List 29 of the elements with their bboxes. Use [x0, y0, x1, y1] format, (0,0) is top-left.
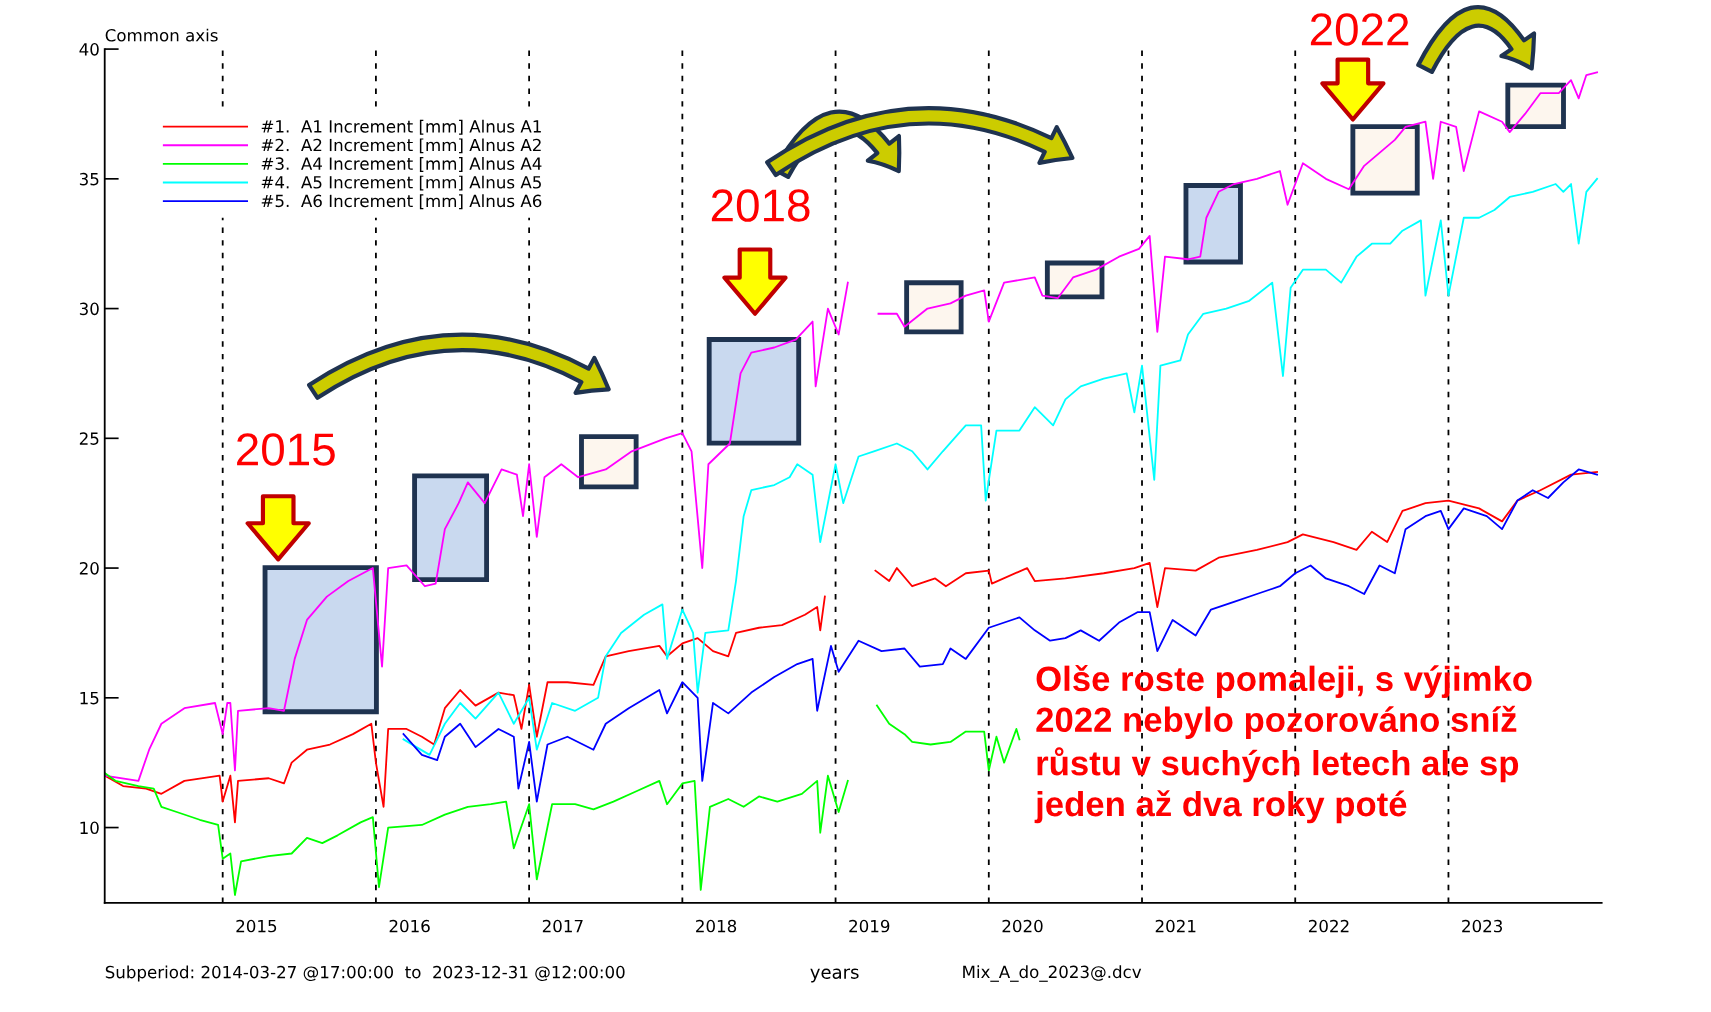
x-tick-label: 2021 [1155, 919, 1196, 933]
legend-label: #3. A4 Increment [mm] Alnus A4 [261, 157, 542, 172]
y-axis-title: Common axis [105, 28, 218, 42]
x-tick-label: 2016 [389, 919, 430, 933]
text: Subperiod: 2014-03-27 @17:00:00 to 2023-12-31 @12:00:00 [105, 965, 625, 982]
y-tick-label: 10 [80, 821, 99, 835]
x-axis-title: years [810, 968, 859, 983]
legend-label: #4. A5 Increment [mm] Alnus A5 [261, 175, 541, 191]
legend-label: #1. A1 Increment [mm] Alnus A1 [261, 119, 541, 135]
x-tick-label: 2019 [849, 919, 890, 933]
y-tick-label: 30 [79, 302, 99, 316]
x-tick-label: 2018 [696, 919, 737, 933]
legend-label: #2. A2 Increment [mm] Alnus A2 [261, 138, 541, 154]
y-tick-label: 40 [79, 43, 99, 56]
annotation: 2018 [711, 189, 810, 222]
annotation: 2015 [237, 433, 335, 466]
x-tick-label: 2020 [1002, 919, 1043, 933]
y-tick-label: 35 [79, 172, 99, 186]
y-tick-label: 20 [79, 562, 99, 575]
x-tick-label: 2023 [1462, 919, 1503, 933]
y-tick-label: 15 [80, 691, 99, 705]
x-tick-label: 2017 [542, 919, 583, 933]
annotation: Olše roste pomaleji, s výjimko 2022 nebylo pozorováno sníž růstu v suchých letech ale sp jeden až dva roky poté [1034, 664, 1532, 824]
text: Mix_A_do_2023@.dcv [963, 965, 1142, 982]
x-tick-label: 2022 [1308, 919, 1349, 933]
x-tick-label: 2015 [236, 919, 277, 933]
text: 2022 [1310, 13, 1409, 46]
legend-label: #5. A6 Increment [mm] Alnus A6 [261, 194, 542, 210]
y-tick-label: 25 [79, 432, 99, 445]
